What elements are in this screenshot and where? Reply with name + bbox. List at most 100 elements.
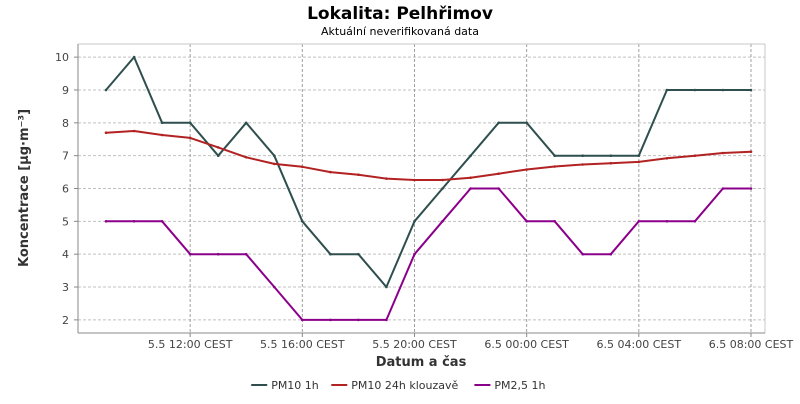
y-tick-label: 10	[55, 51, 69, 64]
data-point	[469, 154, 472, 157]
data-point	[525, 168, 528, 171]
data-point	[188, 252, 192, 256]
y-axis-label: Koncentrace [µg·m⁻³]	[17, 109, 32, 267]
x-tick-label: 5.5 12:00 CEST	[148, 338, 233, 351]
y-tick-label: 8	[62, 117, 69, 130]
series-1	[104, 55, 753, 289]
data-point	[385, 318, 388, 322]
y-tick-label: 3	[62, 281, 69, 294]
y-tick-label: 5	[62, 215, 69, 228]
data-point	[160, 220, 164, 223]
series-line	[105, 130, 752, 181]
data-point	[749, 150, 753, 153]
data-point	[497, 121, 500, 125]
data-point	[609, 252, 613, 256]
data-point	[357, 252, 360, 256]
data-point	[160, 133, 164, 137]
data-point	[132, 55, 136, 59]
data-point	[413, 220, 416, 223]
data-point	[244, 121, 248, 125]
data-point	[721, 88, 725, 92]
data-point	[329, 170, 332, 174]
data-point	[553, 165, 556, 168]
y-tick-label: 4	[62, 248, 69, 261]
data-point	[216, 154, 220, 157]
x-tick-label: 6.5 04:00 CEST	[597, 338, 682, 351]
data-point	[637, 220, 641, 223]
data-point	[581, 163, 584, 166]
y-tick-label: 7	[62, 150, 69, 163]
data-point	[385, 177, 388, 180]
series-2	[104, 129, 753, 182]
data-point	[244, 252, 248, 256]
plot-area	[78, 44, 765, 333]
data-point	[693, 220, 697, 223]
data-point	[637, 154, 641, 157]
data-point	[329, 252, 332, 256]
data-point	[469, 176, 472, 179]
series-3	[104, 187, 753, 322]
data-point	[385, 285, 388, 289]
series-line	[106, 187, 751, 321]
data-point	[104, 131, 108, 134]
legend: PM10 1h PM10 24h klouzavě PM2,5 1h	[251, 379, 546, 392]
data-point	[553, 220, 556, 223]
legend-label: PM2,5 1h	[494, 379, 545, 392]
data-point	[329, 318, 332, 322]
data-point	[693, 88, 697, 92]
data-point	[721, 187, 725, 190]
y-tick-label: 9	[62, 84, 69, 97]
data-point	[132, 129, 136, 133]
data-point	[104, 220, 108, 223]
data-point	[188, 121, 192, 125]
series-line	[105, 56, 751, 288]
legend-item: PM2,5 1h	[474, 379, 546, 392]
data-point	[497, 187, 500, 190]
data-point	[665, 157, 669, 160]
data-point	[357, 173, 360, 176]
data-point	[497, 172, 500, 175]
data-point	[665, 220, 669, 223]
data-point	[301, 220, 304, 223]
data-point	[609, 154, 613, 157]
data-point	[301, 165, 304, 169]
data-point	[469, 187, 472, 190]
data-point	[525, 220, 528, 223]
data-point	[357, 318, 360, 322]
y-tick-label: 2	[62, 314, 69, 327]
legend-item: PM10 24h klouzavě	[331, 379, 459, 392]
chart-subtitle: Aktuální neverifikovaná data	[321, 25, 479, 38]
legend-item: PM10 1h	[251, 379, 319, 392]
data-point	[525, 121, 528, 125]
data-point	[104, 88, 108, 92]
data-point	[665, 88, 669, 92]
data-point	[160, 121, 164, 125]
data-point	[301, 318, 304, 322]
x-tick-label: 5.5 20:00 CEST	[372, 338, 457, 351]
data-point	[132, 220, 136, 223]
data-point	[441, 178, 444, 182]
data-point	[441, 220, 444, 223]
y-tick-label: 6	[62, 183, 69, 196]
data-point	[273, 162, 276, 166]
data-point	[749, 187, 753, 190]
x-tick-label: 6.5 00:00 CEST	[484, 338, 569, 351]
data-point	[216, 252, 220, 256]
data-point	[721, 151, 725, 155]
x-axis-label: Datum a čas	[376, 355, 467, 370]
data-point	[413, 252, 416, 256]
data-point	[413, 178, 416, 182]
data-point	[637, 160, 641, 164]
data-point	[441, 187, 444, 190]
legend-label: PM10 24h klouzavě	[351, 379, 458, 392]
data-point	[216, 146, 220, 149]
data-point	[581, 252, 584, 256]
legend-label: PM10 1h	[271, 379, 319, 392]
data-point	[609, 161, 613, 165]
data-point	[273, 285, 276, 289]
x-tick-label: 5.5 16:00 CEST	[260, 338, 345, 351]
data-point	[693, 154, 697, 157]
data-point	[244, 156, 248, 159]
